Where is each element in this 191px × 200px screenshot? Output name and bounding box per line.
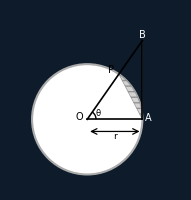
- Text: θ: θ: [96, 109, 100, 118]
- Bar: [142, 1, 167, 199]
- Text: r: r: [113, 132, 117, 141]
- Text: A: A: [145, 113, 151, 123]
- Text: B: B: [139, 30, 146, 40]
- Text: O: O: [75, 112, 83, 122]
- Polygon shape: [119, 41, 142, 119]
- Circle shape: [32, 64, 142, 174]
- Text: P: P: [108, 65, 114, 75]
